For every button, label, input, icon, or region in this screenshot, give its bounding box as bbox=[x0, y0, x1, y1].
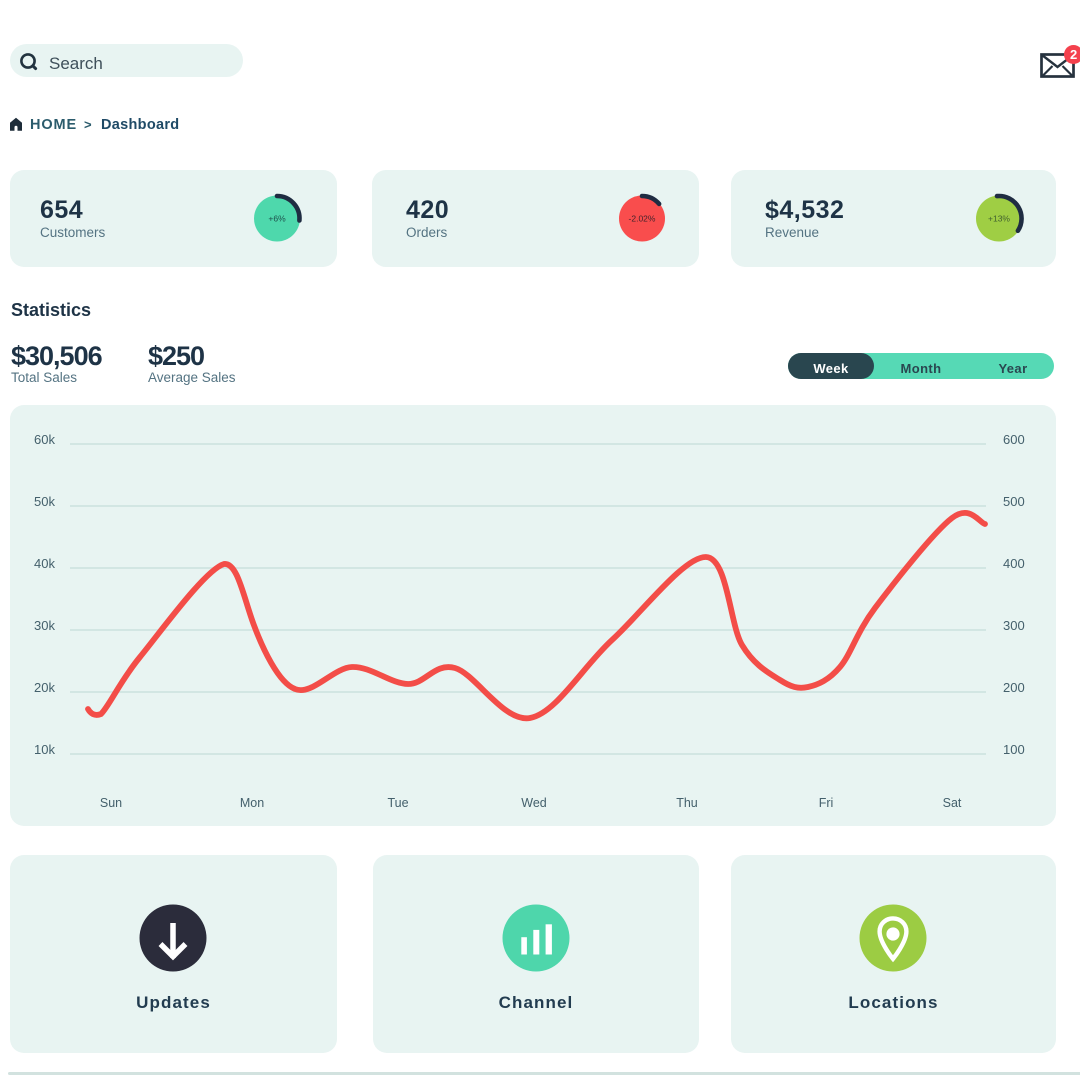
svg-text:Mon: Mon bbox=[240, 796, 264, 810]
svg-text:600: 600 bbox=[1003, 432, 1025, 447]
svg-text:+13%: +13% bbox=[988, 214, 1010, 224]
svg-text:Wed: Wed bbox=[521, 796, 547, 810]
svg-text:20k: 20k bbox=[34, 680, 55, 695]
svg-text:400: 400 bbox=[1003, 556, 1025, 571]
svg-text:Sun: Sun bbox=[100, 796, 122, 810]
svg-text:100: 100 bbox=[1003, 742, 1025, 757]
svg-text:200: 200 bbox=[1003, 680, 1025, 695]
svg-text:-2.02%: -2.02% bbox=[629, 214, 656, 224]
svg-text:Tue: Tue bbox=[387, 796, 408, 810]
svg-text:Sat: Sat bbox=[943, 796, 962, 810]
svg-text:30k: 30k bbox=[34, 618, 55, 633]
svg-text:300: 300 bbox=[1003, 618, 1025, 633]
svg-text:+6%: +6% bbox=[268, 214, 286, 224]
svg-text:10k: 10k bbox=[34, 742, 55, 757]
svg-text:500: 500 bbox=[1003, 494, 1025, 509]
svg-text:Thu: Thu bbox=[676, 796, 698, 810]
svg-text:60k: 60k bbox=[34, 432, 55, 447]
svg-text:Fri: Fri bbox=[819, 796, 834, 810]
svg-text:50k: 50k bbox=[34, 494, 55, 509]
svg-text:40k: 40k bbox=[34, 556, 55, 571]
